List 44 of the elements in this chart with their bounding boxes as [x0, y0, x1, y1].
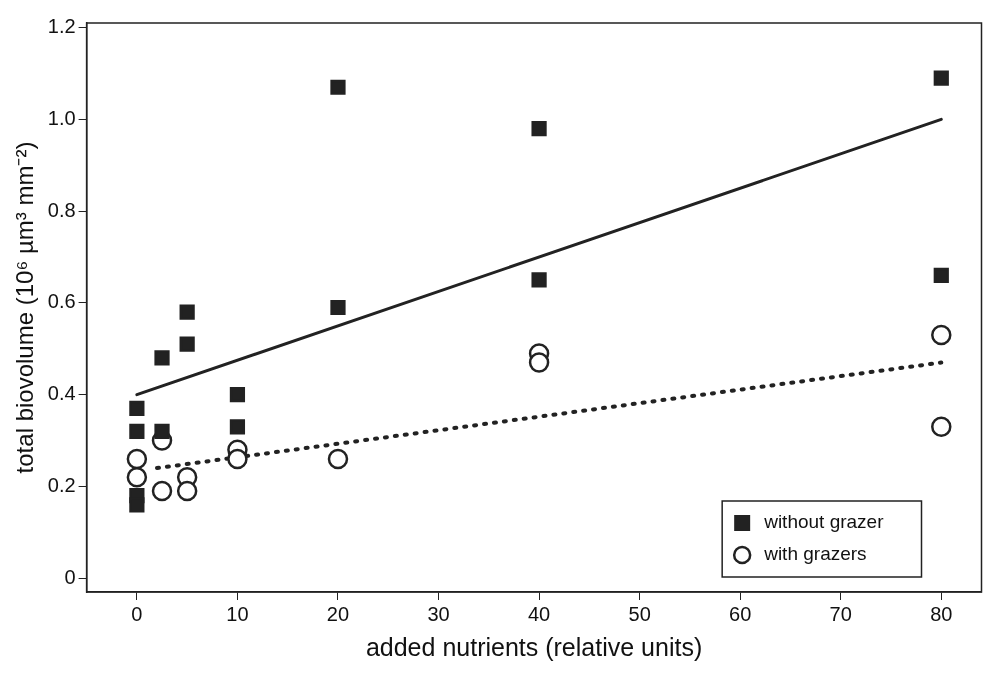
y-axis-title: total biovolume (10⁶ µm³ mm⁻²): [11, 141, 39, 474]
point: [933, 70, 949, 86]
point: [126, 467, 148, 488]
point: [327, 448, 349, 470]
point: [931, 324, 952, 346]
point: [227, 448, 248, 470]
point: [528, 352, 550, 373]
x-tick-label: 10: [226, 602, 249, 625]
legend-label: with grazers: [763, 543, 867, 565]
point: [151, 480, 173, 502]
point: [330, 299, 346, 316]
x-tick-label: 80: [930, 602, 953, 625]
x-axis-title: added nutrients (relative units): [365, 632, 703, 661]
point: [176, 480, 198, 502]
point: [330, 79, 346, 95]
point: [933, 267, 949, 283]
x-tick-label: 60: [729, 602, 752, 625]
legend-label: without grazer: [763, 511, 885, 533]
x-tick-label: 20: [326, 602, 350, 625]
y-tick-label: 0.2: [47, 473, 76, 496]
y-tick-label: 0.8: [47, 198, 76, 221]
y-tick-label: 1.2: [47, 15, 76, 38]
point: [154, 423, 170, 440]
point: [531, 120, 547, 137]
point: [531, 272, 547, 288]
point: [179, 336, 195, 352]
x-tick-label: 40: [527, 602, 551, 625]
x-tick-label: 50: [628, 602, 651, 625]
point: [931, 416, 952, 438]
point: [154, 350, 170, 366]
x-tick-label: 70: [829, 602, 852, 625]
x-tick-label: 30: [427, 602, 450, 625]
point: [179, 304, 195, 320]
y-tick-label: 0.6: [47, 290, 76, 313]
point: [229, 387, 246, 403]
point: [129, 497, 145, 513]
point: [229, 419, 246, 435]
point: [129, 400, 145, 417]
x-tick-label: 0: [131, 602, 143, 625]
point: [129, 423, 145, 440]
point: [126, 448, 148, 470]
y-tick-label: 0: [64, 565, 76, 588]
y-tick-label: 1.0: [47, 106, 76, 129]
y-tick-label: 0.4: [47, 382, 76, 405]
